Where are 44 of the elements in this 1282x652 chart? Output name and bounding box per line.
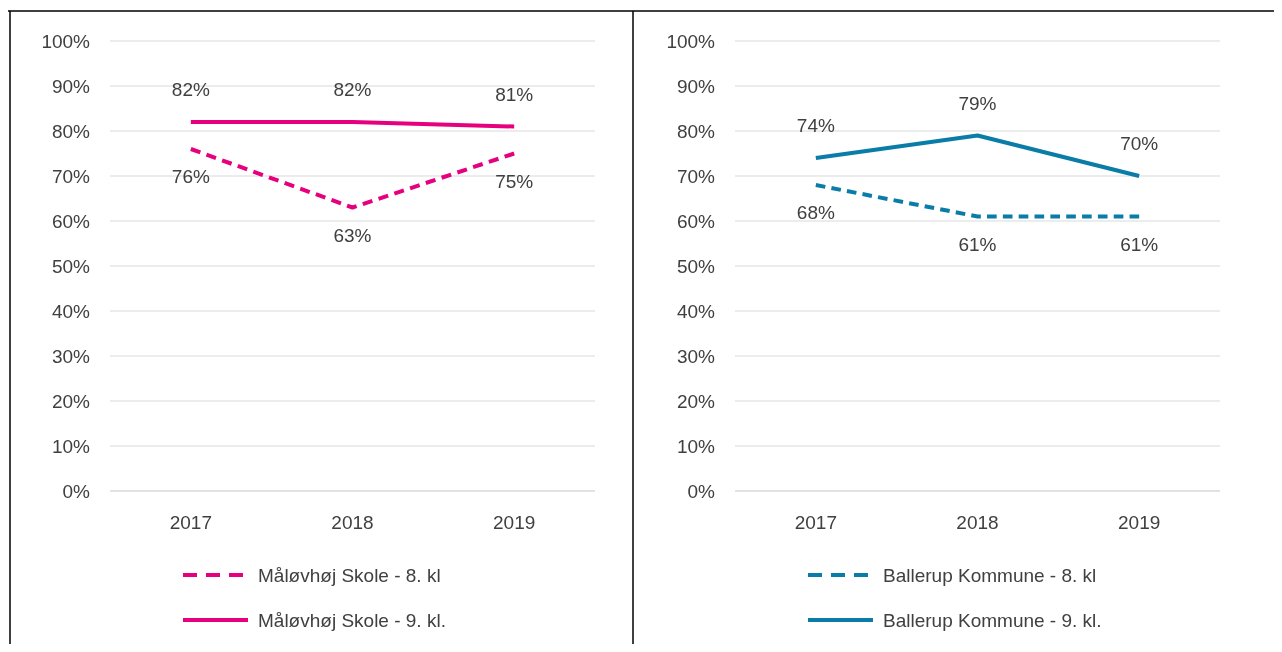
y-tick-label: 60%: [51, 210, 91, 232]
y-tick-label: 10%: [676, 435, 716, 457]
x-tick-label: 2018: [331, 512, 374, 533]
x-tick-label: 2018: [956, 512, 999, 533]
y-tick-label: 20%: [51, 390, 91, 412]
y-tick-label: 70%: [51, 165, 91, 187]
x-tick-label: 2017: [169, 512, 212, 533]
y-tick-label: 30%: [676, 345, 716, 367]
data-label: 63%: [333, 224, 372, 246]
data-label: 76%: [171, 166, 210, 187]
data-label: 68%: [796, 202, 835, 223]
y-tick-label: 60%: [676, 210, 716, 232]
y-tick-label: 80%: [51, 120, 91, 142]
y-tick-label: 50%: [676, 255, 716, 277]
legend-label: Måløvhøj Skole - 9. kl.: [258, 609, 446, 631]
y-tick-label: 50%: [51, 255, 91, 277]
data-label: 61%: [958, 233, 997, 255]
y-tick-label: 70%: [676, 165, 716, 187]
y-tick-label: 40%: [51, 300, 91, 322]
legend-label: Måløvhøj Skole - 8. kl: [258, 564, 441, 586]
data-label: 70%: [1120, 133, 1159, 154]
data-label: 79%: [958, 92, 997, 114]
y-tick-label: 20%: [676, 390, 716, 412]
data-label: 74%: [796, 115, 835, 136]
x-tick-label: 2019: [1118, 512, 1161, 533]
data-label: 82%: [333, 79, 372, 100]
y-tick-label: 90%: [676, 75, 716, 97]
data-label: 81%: [495, 83, 534, 105]
y-tick-label: 90%: [51, 75, 91, 97]
y-tick-label: 0%: [62, 480, 91, 502]
legend-label: Ballerup Kommune - 9. kl.: [883, 609, 1102, 631]
y-tick-label: 0%: [687, 480, 716, 502]
y-tick-label: 10%: [51, 435, 91, 457]
y-tick-label: 100%: [41, 30, 91, 52]
x-tick-label: 2017: [794, 512, 837, 533]
data-label: 75%: [495, 170, 534, 192]
y-tick-label: 40%: [676, 300, 716, 322]
data-label: 82%: [171, 79, 210, 100]
data-label: 61%: [1120, 233, 1159, 255]
x-tick-label: 2019: [493, 512, 536, 533]
y-tick-label: 100%: [666, 30, 716, 52]
y-tick-label: 30%: [51, 345, 91, 367]
y-tick-label: 80%: [676, 120, 716, 142]
legend-label: Ballerup Kommune - 8. kl: [883, 564, 1097, 586]
